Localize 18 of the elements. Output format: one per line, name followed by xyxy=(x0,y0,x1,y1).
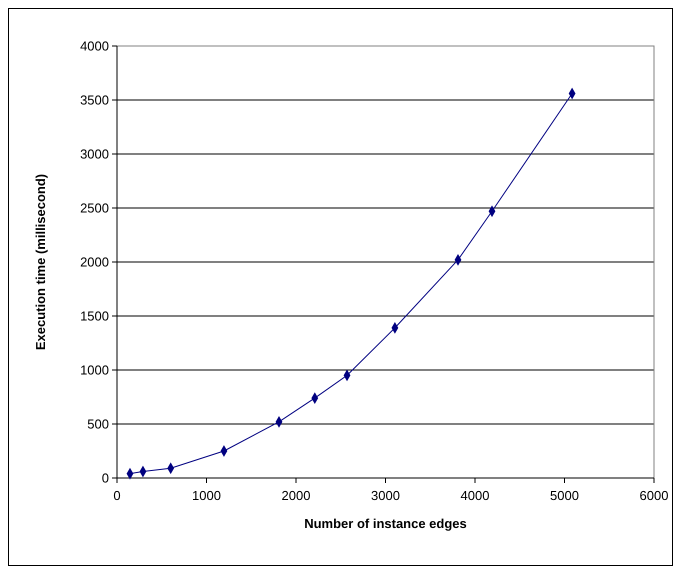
x-tick-label: 4000 xyxy=(460,488,490,503)
y-tick-label: 2000 xyxy=(80,254,109,270)
y-axis-title: Execution time (millisecond) xyxy=(33,174,48,350)
y-tick-label: 1500 xyxy=(80,308,109,324)
y-tick-label: 3500 xyxy=(80,92,109,108)
x-tick-label: 0 xyxy=(113,488,121,503)
x-tick-label: 2000 xyxy=(282,488,310,503)
y-tick-label: 500 xyxy=(87,416,109,432)
y-tick-label: 4000 xyxy=(80,38,109,54)
x-tick-label: 5000 xyxy=(550,488,579,503)
x-tick-label: 1000 xyxy=(192,488,221,503)
y-tick-label: 1000 xyxy=(80,362,109,378)
y-tick-label: 3000 xyxy=(80,146,109,162)
x-axis-title: Number of instance edges xyxy=(304,516,467,531)
y-tick-label: 0 xyxy=(102,470,109,486)
x-tick-label: 6000 xyxy=(640,488,668,503)
x-tick-label: 3000 xyxy=(371,488,400,503)
y-tick-label: 2500 xyxy=(80,200,109,216)
